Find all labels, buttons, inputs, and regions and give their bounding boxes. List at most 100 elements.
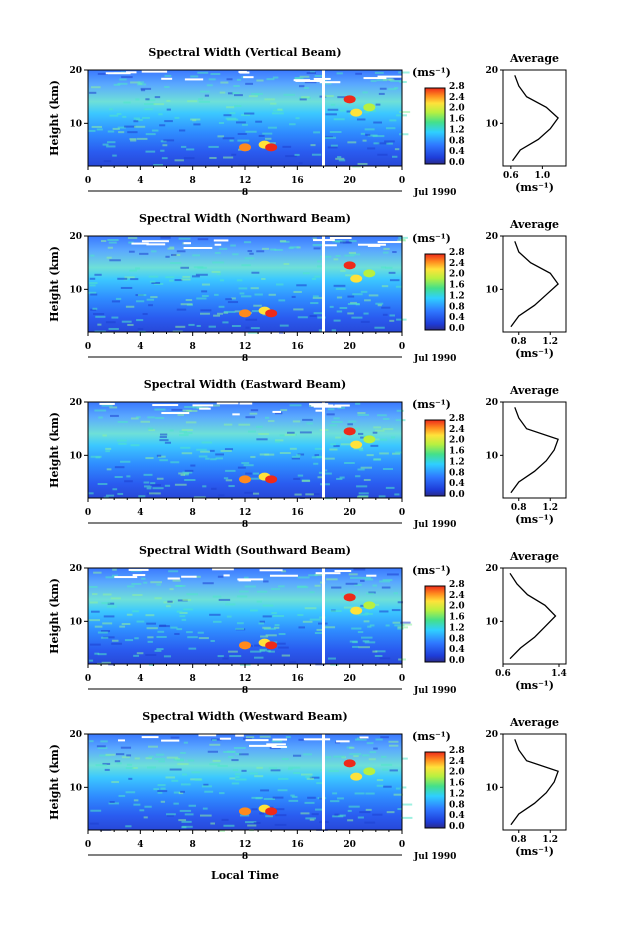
y-tick-label: 10	[69, 285, 82, 295]
heatmap-cell	[215, 457, 224, 460]
heatmap-cell	[157, 630, 165, 633]
heatmap-cell	[232, 253, 239, 256]
heatmap-cell	[146, 487, 152, 490]
heatmap-cell	[398, 236, 408, 239]
heatmap-cell	[401, 816, 413, 819]
heatmap-cell	[102, 434, 107, 437]
heatmap-cell	[333, 445, 340, 448]
heatmap-cell	[100, 630, 111, 633]
heatmap-cell	[265, 309, 278, 318]
heatmap-cell	[353, 755, 359, 758]
heatmap-cell	[350, 274, 363, 283]
heatmap-gap	[249, 744, 277, 747]
heatmap-cell	[147, 416, 155, 419]
heatmap-cell	[285, 736, 291, 739]
heatmap-cell	[271, 588, 281, 591]
heatmap-cell	[245, 416, 256, 419]
heatmap-cell	[344, 254, 355, 257]
heatmap-cell	[166, 605, 171, 608]
heatmap-cell	[379, 610, 389, 613]
heatmap-cell	[225, 603, 236, 606]
heatmap-cell	[164, 74, 172, 77]
heatmap-cell	[298, 626, 306, 629]
heatmap-cell	[248, 95, 258, 98]
heatmap-cell	[370, 444, 379, 447]
heatmap-cell	[272, 796, 284, 799]
heatmap-cell	[397, 601, 403, 604]
heatmap-cell	[313, 247, 321, 250]
heatmap-cell	[338, 159, 346, 162]
heatmap-cell	[143, 581, 148, 584]
heatmap-cell	[229, 655, 242, 658]
heatmap-cell	[146, 766, 156, 769]
heatmap-cell	[315, 808, 323, 811]
heatmap-cell	[396, 409, 404, 412]
heatmap-cell	[180, 751, 186, 754]
heatmap-cell	[140, 420, 150, 423]
heatmap-cell	[160, 787, 166, 790]
heatmap-cell	[250, 650, 262, 653]
heatmap-cell	[142, 313, 148, 316]
heatmap-cell	[203, 783, 209, 786]
heatmap-cell	[112, 154, 117, 157]
heatmap-cell	[283, 93, 296, 96]
date-label: Jul 1990	[413, 686, 456, 696]
heatmap-cell	[248, 430, 256, 433]
heatmap-cell	[279, 324, 289, 327]
heatmap-cell	[343, 95, 356, 104]
avg-profile-line	[510, 241, 559, 328]
heatmap-cell	[131, 766, 138, 769]
heatmap-cell	[386, 573, 399, 576]
heatmap-cell	[136, 319, 144, 322]
heatmap-gap	[141, 736, 159, 739]
x-tick-label: 8	[190, 342, 196, 352]
heatmap-cell	[154, 96, 161, 99]
heatmap-cell	[372, 584, 378, 587]
heatmap-cell	[363, 103, 376, 112]
y-axis-label: Height (km)	[48, 80, 61, 156]
heatmap-cell	[388, 78, 395, 81]
heatmap-cell	[175, 325, 186, 328]
heatmap-cell	[333, 319, 341, 322]
avg-y-tick-label: 10	[485, 783, 498, 793]
x-tick-label: 0	[85, 176, 91, 186]
heatmap-cell	[195, 273, 208, 276]
heatmap-cell	[88, 492, 94, 495]
heatmap-cell	[136, 118, 143, 121]
heatmap-cell	[89, 659, 94, 662]
heatmap-cell	[239, 143, 251, 152]
heatmap-cell	[221, 818, 229, 821]
heatmap-cell	[163, 655, 171, 658]
x-tick-label: 20	[343, 176, 356, 186]
heatmap-cell	[183, 473, 189, 476]
heatmap-cell	[130, 417, 139, 420]
heatmap-cell	[169, 768, 182, 771]
heatmap-cell	[272, 76, 279, 79]
heatmap-cell	[102, 593, 112, 596]
heatmap-cell	[166, 108, 171, 111]
heatmap-cell	[237, 466, 246, 469]
heatmap-cell	[274, 823, 287, 826]
heatmap-cell	[173, 802, 179, 805]
heatmap-cell	[299, 75, 310, 78]
heatmap-cell	[355, 303, 361, 306]
heatmap-cell	[98, 416, 103, 419]
heatmap-cell	[97, 653, 107, 656]
heatmap-cell	[240, 114, 250, 117]
heatmap-cell	[362, 139, 367, 142]
heatmap-cell	[166, 756, 179, 759]
heatmap-gap	[132, 574, 146, 577]
heatmap-cell	[214, 293, 219, 296]
heatmap-cell	[298, 738, 305, 741]
heatmap-cell	[273, 626, 280, 629]
heatmap-cell	[395, 285, 402, 288]
heatmap-cell	[193, 123, 201, 126]
heatmap-cell	[264, 98, 275, 101]
heatmap-gap	[200, 246, 213, 249]
heatmap-cell	[394, 87, 399, 90]
heatmap-cell	[303, 753, 312, 756]
heatmap-cell	[93, 313, 105, 316]
panel-0: Spectral Width (Vertical Beam) 20 10 Height…	[48, 46, 567, 198]
heatmap-cell	[90, 809, 102, 812]
heatmap-cell	[112, 488, 118, 491]
